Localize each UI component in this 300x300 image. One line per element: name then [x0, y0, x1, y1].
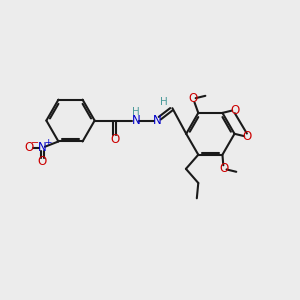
- Text: O: O: [242, 130, 251, 143]
- Text: O: O: [38, 155, 47, 168]
- Text: O: O: [188, 92, 198, 105]
- Text: O: O: [110, 133, 119, 146]
- Text: +: +: [44, 138, 51, 147]
- Text: N: N: [38, 141, 46, 154]
- Text: N: N: [131, 114, 140, 127]
- Text: O: O: [219, 162, 229, 175]
- Text: H: H: [160, 97, 168, 107]
- Text: O: O: [24, 141, 34, 154]
- Text: H: H: [132, 107, 140, 117]
- Text: O: O: [230, 104, 239, 117]
- Text: −: −: [31, 138, 39, 148]
- Text: N: N: [153, 114, 161, 127]
